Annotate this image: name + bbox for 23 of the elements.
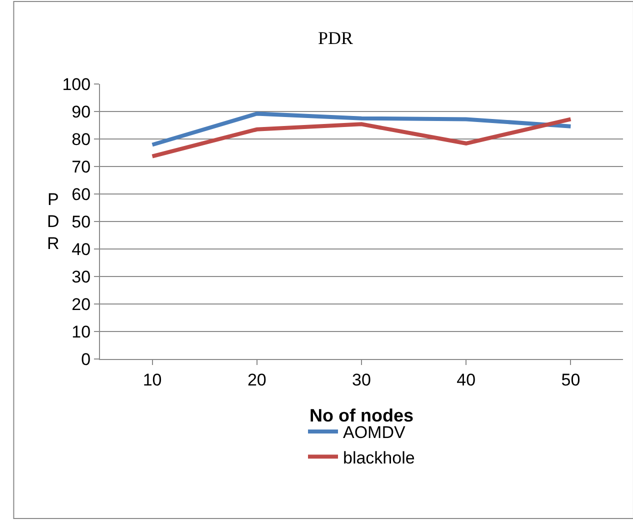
y-tick-label: 10: [72, 322, 91, 342]
line-series: [150, 112, 573, 147]
y-tick-label: 0: [81, 350, 91, 369]
x-tick-label: 10: [142, 370, 162, 390]
legend-label: AOMDV: [343, 423, 406, 442]
x-tick-label: 50: [561, 370, 580, 390]
y-tick-label: 80: [72, 130, 91, 149]
y-tick-label: 20: [72, 294, 91, 314]
y-tick-label: 30: [72, 267, 91, 286]
x-tick-label: 40: [456, 370, 476, 390]
line-series: [150, 117, 573, 158]
y-tick-label: 40: [72, 240, 91, 259]
y-axis-title: PDR: [47, 190, 60, 254]
x-tick-label: 30: [352, 370, 371, 390]
chart-title: PDR: [318, 28, 353, 48]
x-tick-label: 20: [247, 370, 266, 390]
y-tick-label: 60: [72, 184, 91, 204]
y-tick-label: 50: [72, 212, 91, 232]
y-tick-label: 100: [62, 74, 91, 94]
legend-label: blackhole: [343, 448, 415, 468]
y-tick-label: 70: [72, 157, 91, 176]
x-axis-title: No of nodes: [310, 406, 414, 426]
y-tick-label: 90: [72, 102, 91, 122]
